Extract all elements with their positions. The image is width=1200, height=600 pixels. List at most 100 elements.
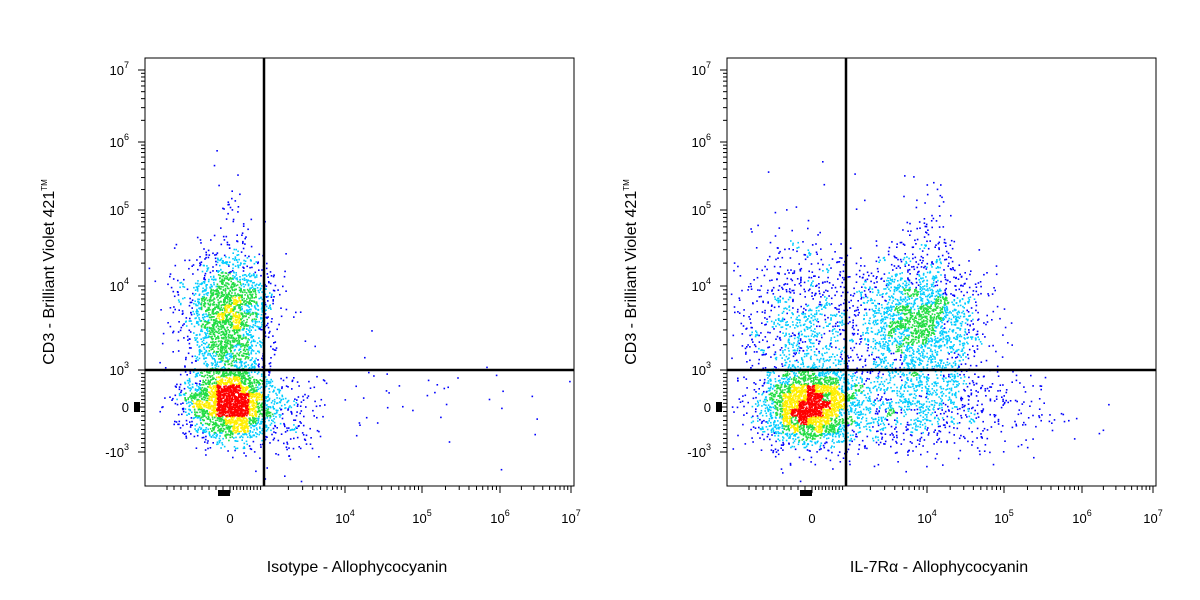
event-dot [223, 389, 225, 391]
event-dot [258, 409, 260, 412]
event-dot [284, 475, 286, 477]
event-dot [230, 310, 232, 313]
event-dot [209, 376, 212, 379]
event-dot [230, 356, 233, 359]
event-dot [207, 256, 210, 259]
event-dot [228, 244, 231, 246]
event-dot [233, 415, 236, 418]
event-dot [200, 307, 203, 310]
event-dot [299, 405, 302, 407]
event-dot [219, 381, 221, 384]
event-dot [213, 433, 216, 435]
event-dot [221, 390, 223, 392]
event-dot [221, 278, 223, 281]
event-dot [228, 317, 231, 320]
event-dot [224, 405, 226, 408]
event-dot [267, 322, 269, 325]
event-dot [207, 335, 210, 337]
event-dot [252, 282, 254, 284]
event-dot [259, 289, 261, 291]
event-dot [215, 382, 218, 385]
event-dot [213, 351, 215, 353]
event-dot [254, 413, 256, 415]
event-dot [228, 278, 230, 280]
event-dot [297, 425, 300, 428]
event-dot [248, 406, 250, 409]
event-dot [254, 421, 257, 423]
event-dot [219, 411, 222, 414]
event-dot [205, 310, 207, 312]
event-dot [245, 328, 248, 330]
event-dot [206, 388, 208, 391]
event-dot [256, 399, 259, 402]
event-dot [219, 430, 222, 432]
event-dot [221, 347, 224, 350]
event-dot [203, 357, 205, 360]
event-dot [235, 315, 238, 317]
event-dot [196, 259, 198, 261]
event-dot [213, 391, 215, 394]
event-dot [238, 413, 241, 415]
event-dot [223, 328, 226, 330]
event-dot [253, 434, 256, 437]
event-dot [204, 441, 206, 443]
event-dot [200, 328, 203, 331]
event-dot [235, 406, 238, 409]
event-dot [250, 334, 252, 336]
event-dot [268, 372, 271, 374]
event-dot [207, 382, 209, 384]
event-dot [203, 405, 206, 408]
event-dot [234, 432, 236, 434]
event-dot [214, 361, 216, 363]
event-dot [231, 344, 234, 347]
event-dot [239, 264, 241, 266]
event-dot [178, 388, 181, 391]
event-dot [237, 174, 239, 176]
event-dot [249, 400, 252, 403]
event-dot [247, 284, 250, 287]
event-dot [199, 400, 202, 402]
event-dot [210, 421, 212, 423]
event-dot [224, 412, 227, 415]
event-dot [235, 321, 238, 323]
event-dot [192, 400, 194, 403]
event-dot [286, 441, 288, 444]
event-dot [201, 344, 203, 346]
event-dot [236, 330, 238, 332]
event-dot [199, 262, 201, 264]
event-dot [242, 225, 245, 227]
event-dot [261, 306, 263, 309]
event-dot [213, 316, 215, 318]
event-dot [264, 335, 267, 338]
event-dot [247, 324, 250, 327]
event-dot [197, 372, 200, 374]
event-dot [191, 399, 193, 402]
event-dot [223, 300, 225, 303]
event-dot [239, 382, 242, 385]
event-dot [229, 373, 231, 375]
event-dot [227, 282, 229, 285]
event-dot [302, 399, 305, 401]
event-dot [211, 416, 214, 418]
event-dot [236, 413, 238, 415]
event-dot [244, 274, 247, 276]
event-dot [220, 347, 222, 349]
event-dot [221, 333, 224, 336]
event-dot [225, 284, 227, 286]
event-dot [225, 372, 228, 374]
event-dot [226, 311, 228, 314]
event-dot [206, 410, 208, 413]
event-dot [280, 307, 282, 309]
event-dot [192, 397, 194, 399]
event-dot [217, 380, 219, 383]
event-dot [179, 303, 182, 306]
event-dot [229, 426, 232, 428]
event-dot [218, 358, 220, 360]
event-dot [232, 411, 234, 413]
event-dot [242, 382, 245, 385]
event-dot [240, 313, 243, 316]
event-dot [222, 421, 225, 423]
event-dot [204, 360, 207, 363]
event-dot [248, 422, 251, 425]
event-dot [220, 227, 222, 229]
